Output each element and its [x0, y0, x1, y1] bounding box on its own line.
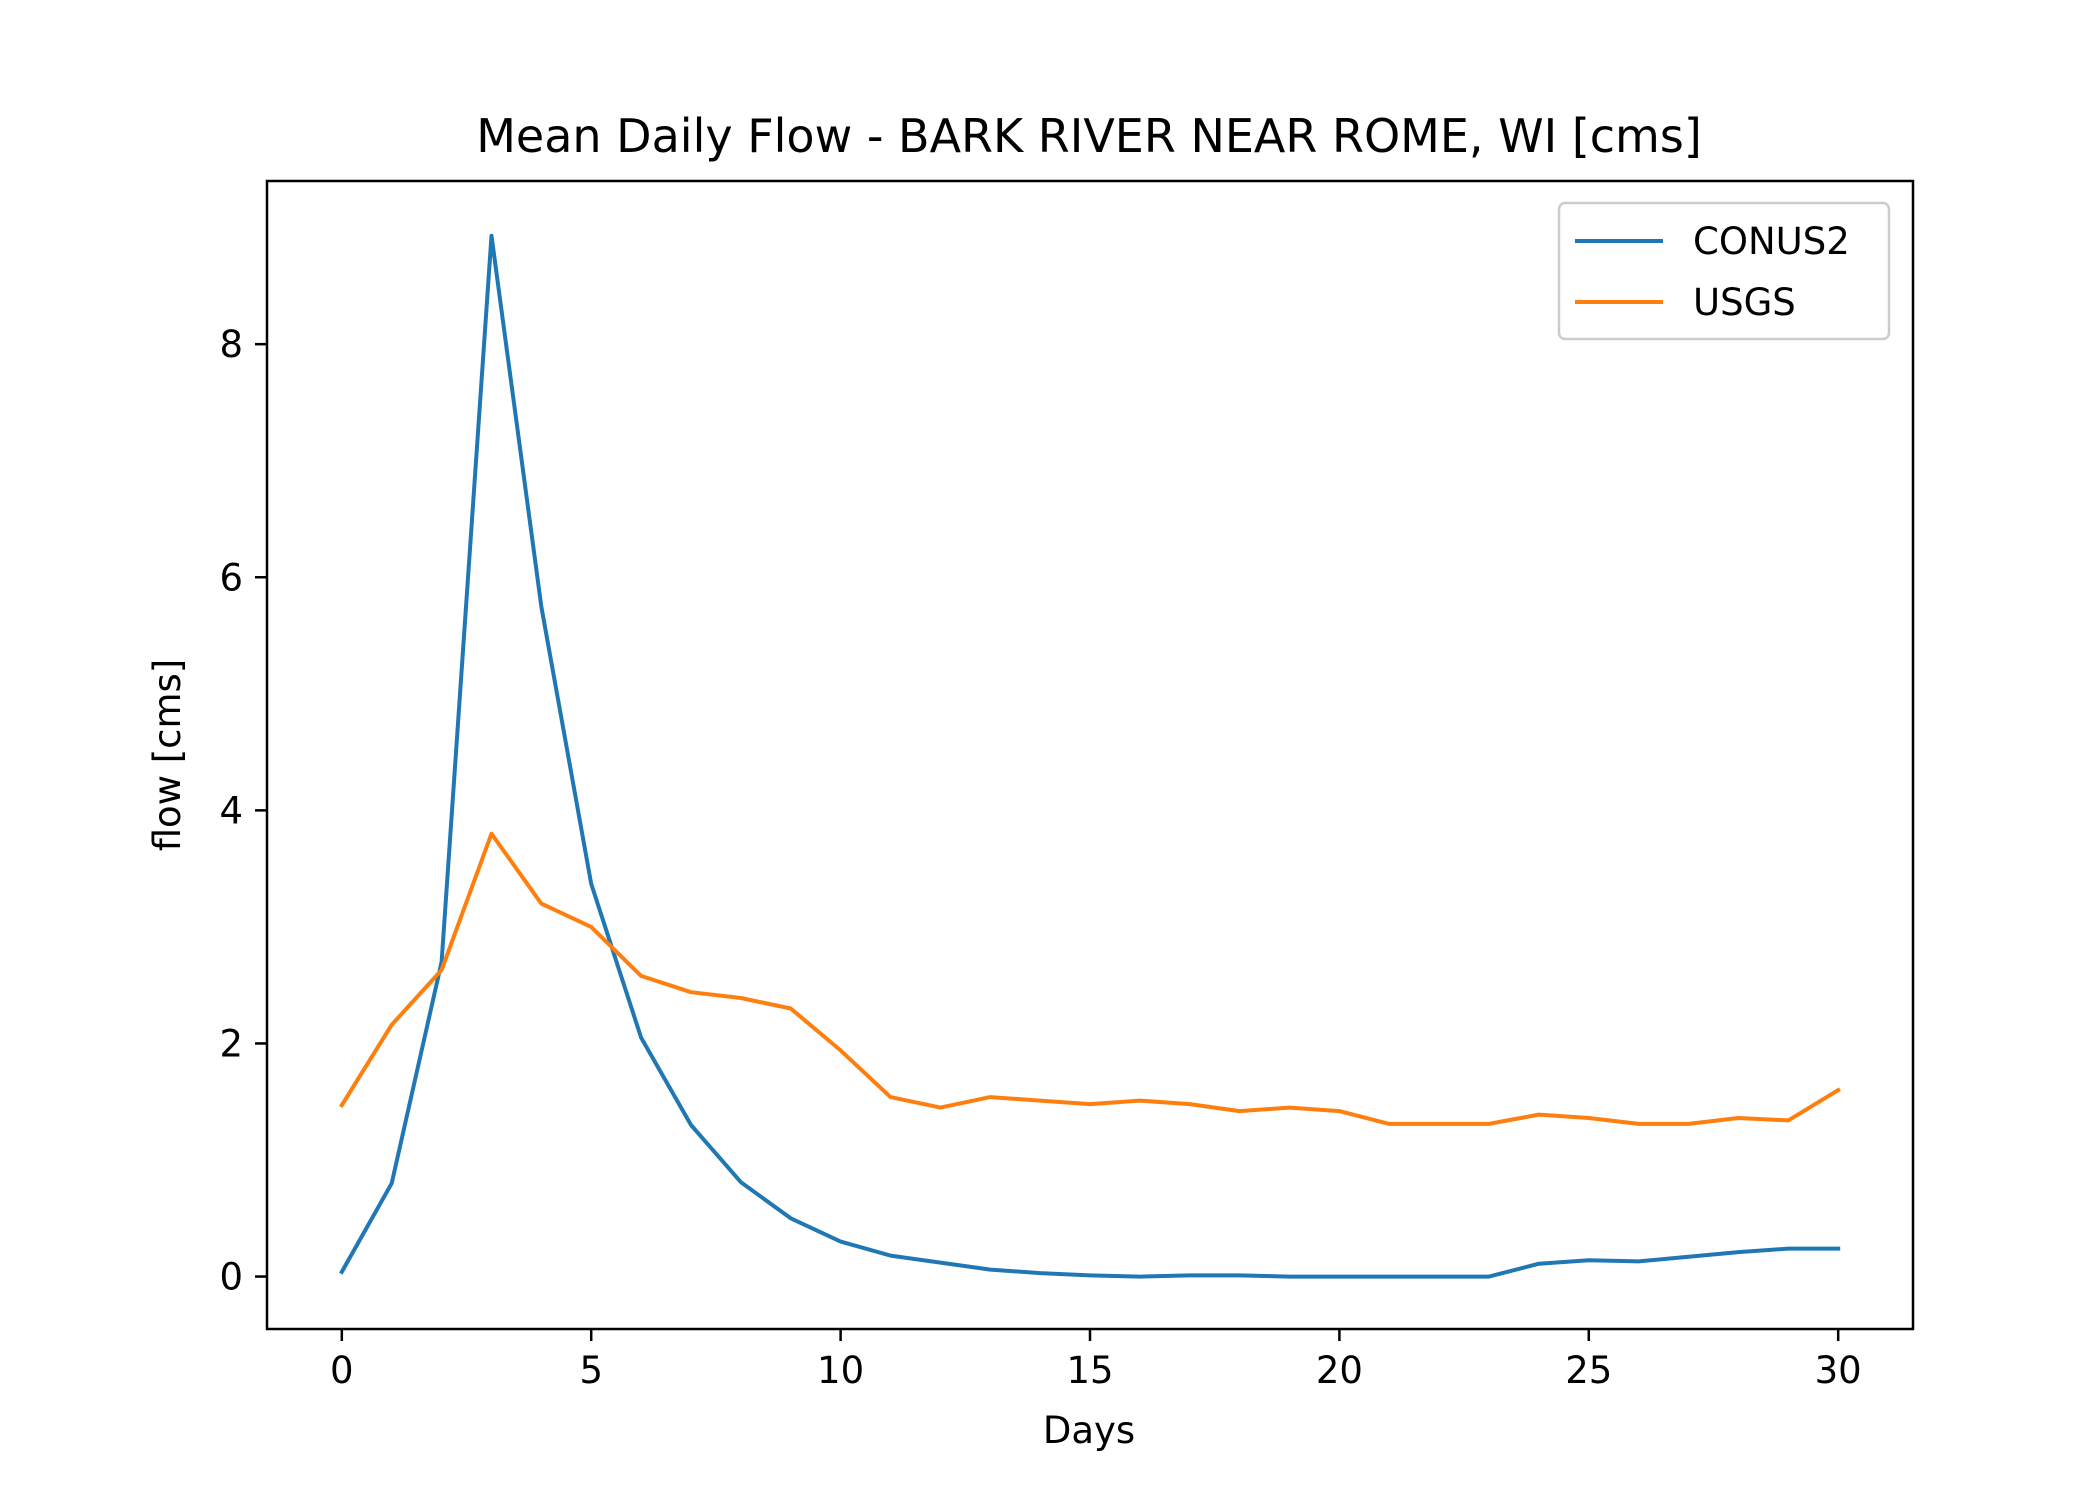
y-tick-label: 4	[219, 789, 243, 832]
x-tick-label: 20	[1316, 1349, 1363, 1392]
y-tick-label: 0	[219, 1256, 243, 1299]
y-axis: 0 2 4 6 8	[219, 323, 267, 1299]
x-tick-label: 25	[1565, 1349, 1612, 1392]
legend-label-usgs: USGS	[1693, 281, 1796, 324]
plot-lines	[339, 233, 1841, 1279]
y-tick-label: 6	[219, 556, 243, 599]
legend-box	[1557, 201, 1891, 341]
x-tick-label: 0	[330, 1349, 354, 1392]
legend-label-conus2: CONUS2	[1693, 220, 1850, 263]
plot-frame	[265, 179, 1915, 1331]
legend: CONUS2 USGS	[1557, 201, 1891, 341]
x-axis-label: Days	[1043, 1409, 1135, 1452]
series-line-conus2	[339, 233, 1841, 1279]
series-line-usgs	[339, 831, 1841, 1126]
x-axis: 0 5 10 15 20 25 30	[330, 1329, 1862, 1392]
chart-title: Mean Daily Flow - BARK RIVER NEAR ROME, …	[476, 109, 1702, 163]
x-tick-label: 5	[579, 1349, 603, 1392]
x-tick-label: 30	[1815, 1349, 1862, 1392]
y-tick-label: 8	[219, 323, 243, 366]
y-tick-label: 2	[219, 1022, 243, 1065]
y-axis-label: flow [cms]	[146, 659, 189, 852]
x-tick-label: 10	[817, 1349, 864, 1392]
x-tick-label: 15	[1066, 1349, 1113, 1392]
